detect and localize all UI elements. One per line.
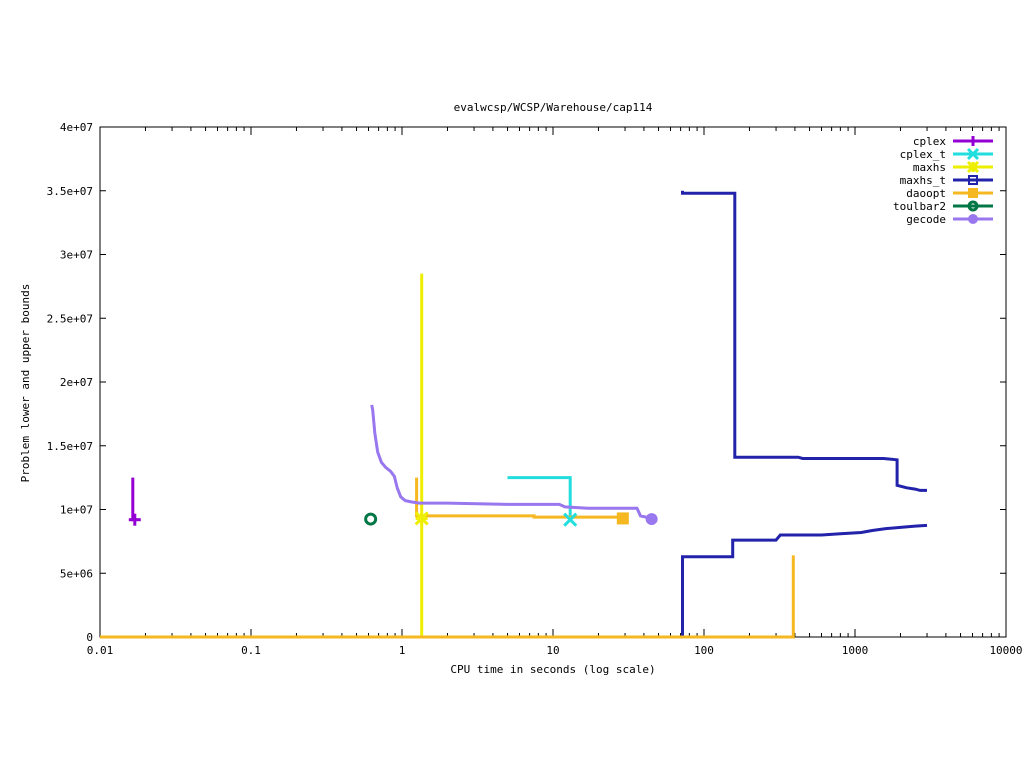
series-line-cplex: [131, 477, 137, 522]
legend-label-maxhs: maxhs: [913, 161, 946, 174]
y-tick-label: 2.5e+07: [47, 312, 93, 325]
legend-marker-maxhs_t: [968, 175, 978, 185]
legend-marker-cplex_t: [966, 147, 980, 161]
plot-border: [99, 126, 1007, 638]
x-tick-label: 1: [399, 644, 406, 657]
series-line-gecode: [370, 404, 652, 520]
y-tick-label: 1.5e+07: [47, 440, 93, 453]
legend-label-cplex: cplex: [913, 135, 946, 148]
marker-shape: [968, 214, 978, 224]
y-tick-label: 1e+07: [60, 504, 93, 517]
y-tick-label: 5e+06: [60, 567, 93, 580]
marker-shape: [645, 513, 658, 526]
x-tick-label: 10000: [989, 644, 1022, 657]
x-axis-label: CPU time in seconds (log scale): [450, 663, 655, 676]
x-tick-label: 0.1: [241, 644, 261, 657]
axes: 0 5e+06 1e+07 1.5e+07 2e+07 2.5e+07 3e+07 3.5e+…: [47, 121, 1023, 657]
series-marker-cplex_t: [563, 512, 578, 527]
x-tick-label: 1000: [842, 644, 869, 657]
marker-stroke: [563, 512, 578, 527]
y-tick-label: 3.5e+07: [47, 185, 93, 198]
legend-marker-maxhs: [966, 160, 980, 174]
series-line-daoopt: [100, 555, 795, 639]
marker-stroke: [966, 160, 980, 174]
legend-label-cplex_t: cplex_t: [900, 148, 946, 161]
marker-shape: [364, 512, 378, 526]
x-tick-label: 10: [546, 644, 559, 657]
marker-shape: [968, 188, 978, 198]
legend-label-gecode: gecode: [906, 213, 946, 226]
series-line-maxhs_t: [681, 523, 928, 637]
legend-label-daoopt: daoopt: [906, 187, 946, 200]
y-tick-label: 4e+07: [60, 121, 93, 134]
marker-shape: [967, 200, 979, 212]
legend-marker-cplex: [968, 136, 978, 146]
marker-stroke: [414, 511, 429, 526]
y-tick-label: 3e+07: [60, 249, 93, 262]
legend: cplexcplex_tmaxhsmaxhs_tdaoopttoulbar2ge…: [893, 135, 993, 226]
marker-shape: [968, 175, 978, 185]
series-marker-maxhs: [414, 511, 429, 526]
marker-shape: [616, 512, 629, 525]
series-lines: [100, 190, 928, 639]
x-tick-label: 0.01: [87, 644, 114, 657]
marker-stroke: [966, 147, 980, 161]
series-line-daoopt: [415, 477, 623, 519]
series-line-cplex_t: [507, 476, 572, 520]
legend-label-maxhs_t: maxhs_t: [900, 174, 946, 187]
series-line-maxhs_t: [681, 190, 927, 492]
y-axis-label: Problem lower and upper bounds: [19, 284, 32, 483]
series-markers: [128, 511, 658, 527]
y-tick-label: 0: [86, 631, 93, 644]
x-tick-label: 100: [694, 644, 714, 657]
legend-marker-gecode: [968, 214, 978, 224]
chart-title: evalwcsp/WCSP/Warehouse/cap114: [454, 101, 653, 114]
y-tick-label: 2e+07: [60, 376, 93, 389]
legend-marker-toulbar2: [967, 200, 979, 212]
series-marker-cplex: [128, 513, 141, 526]
series-marker-daoopt: [616, 512, 629, 525]
legend-label-toulbar2: toulbar2: [893, 200, 946, 213]
series-marker-gecode: [645, 513, 658, 526]
series-marker-toulbar2: [364, 512, 378, 526]
legend-marker-daoopt: [968, 188, 978, 198]
